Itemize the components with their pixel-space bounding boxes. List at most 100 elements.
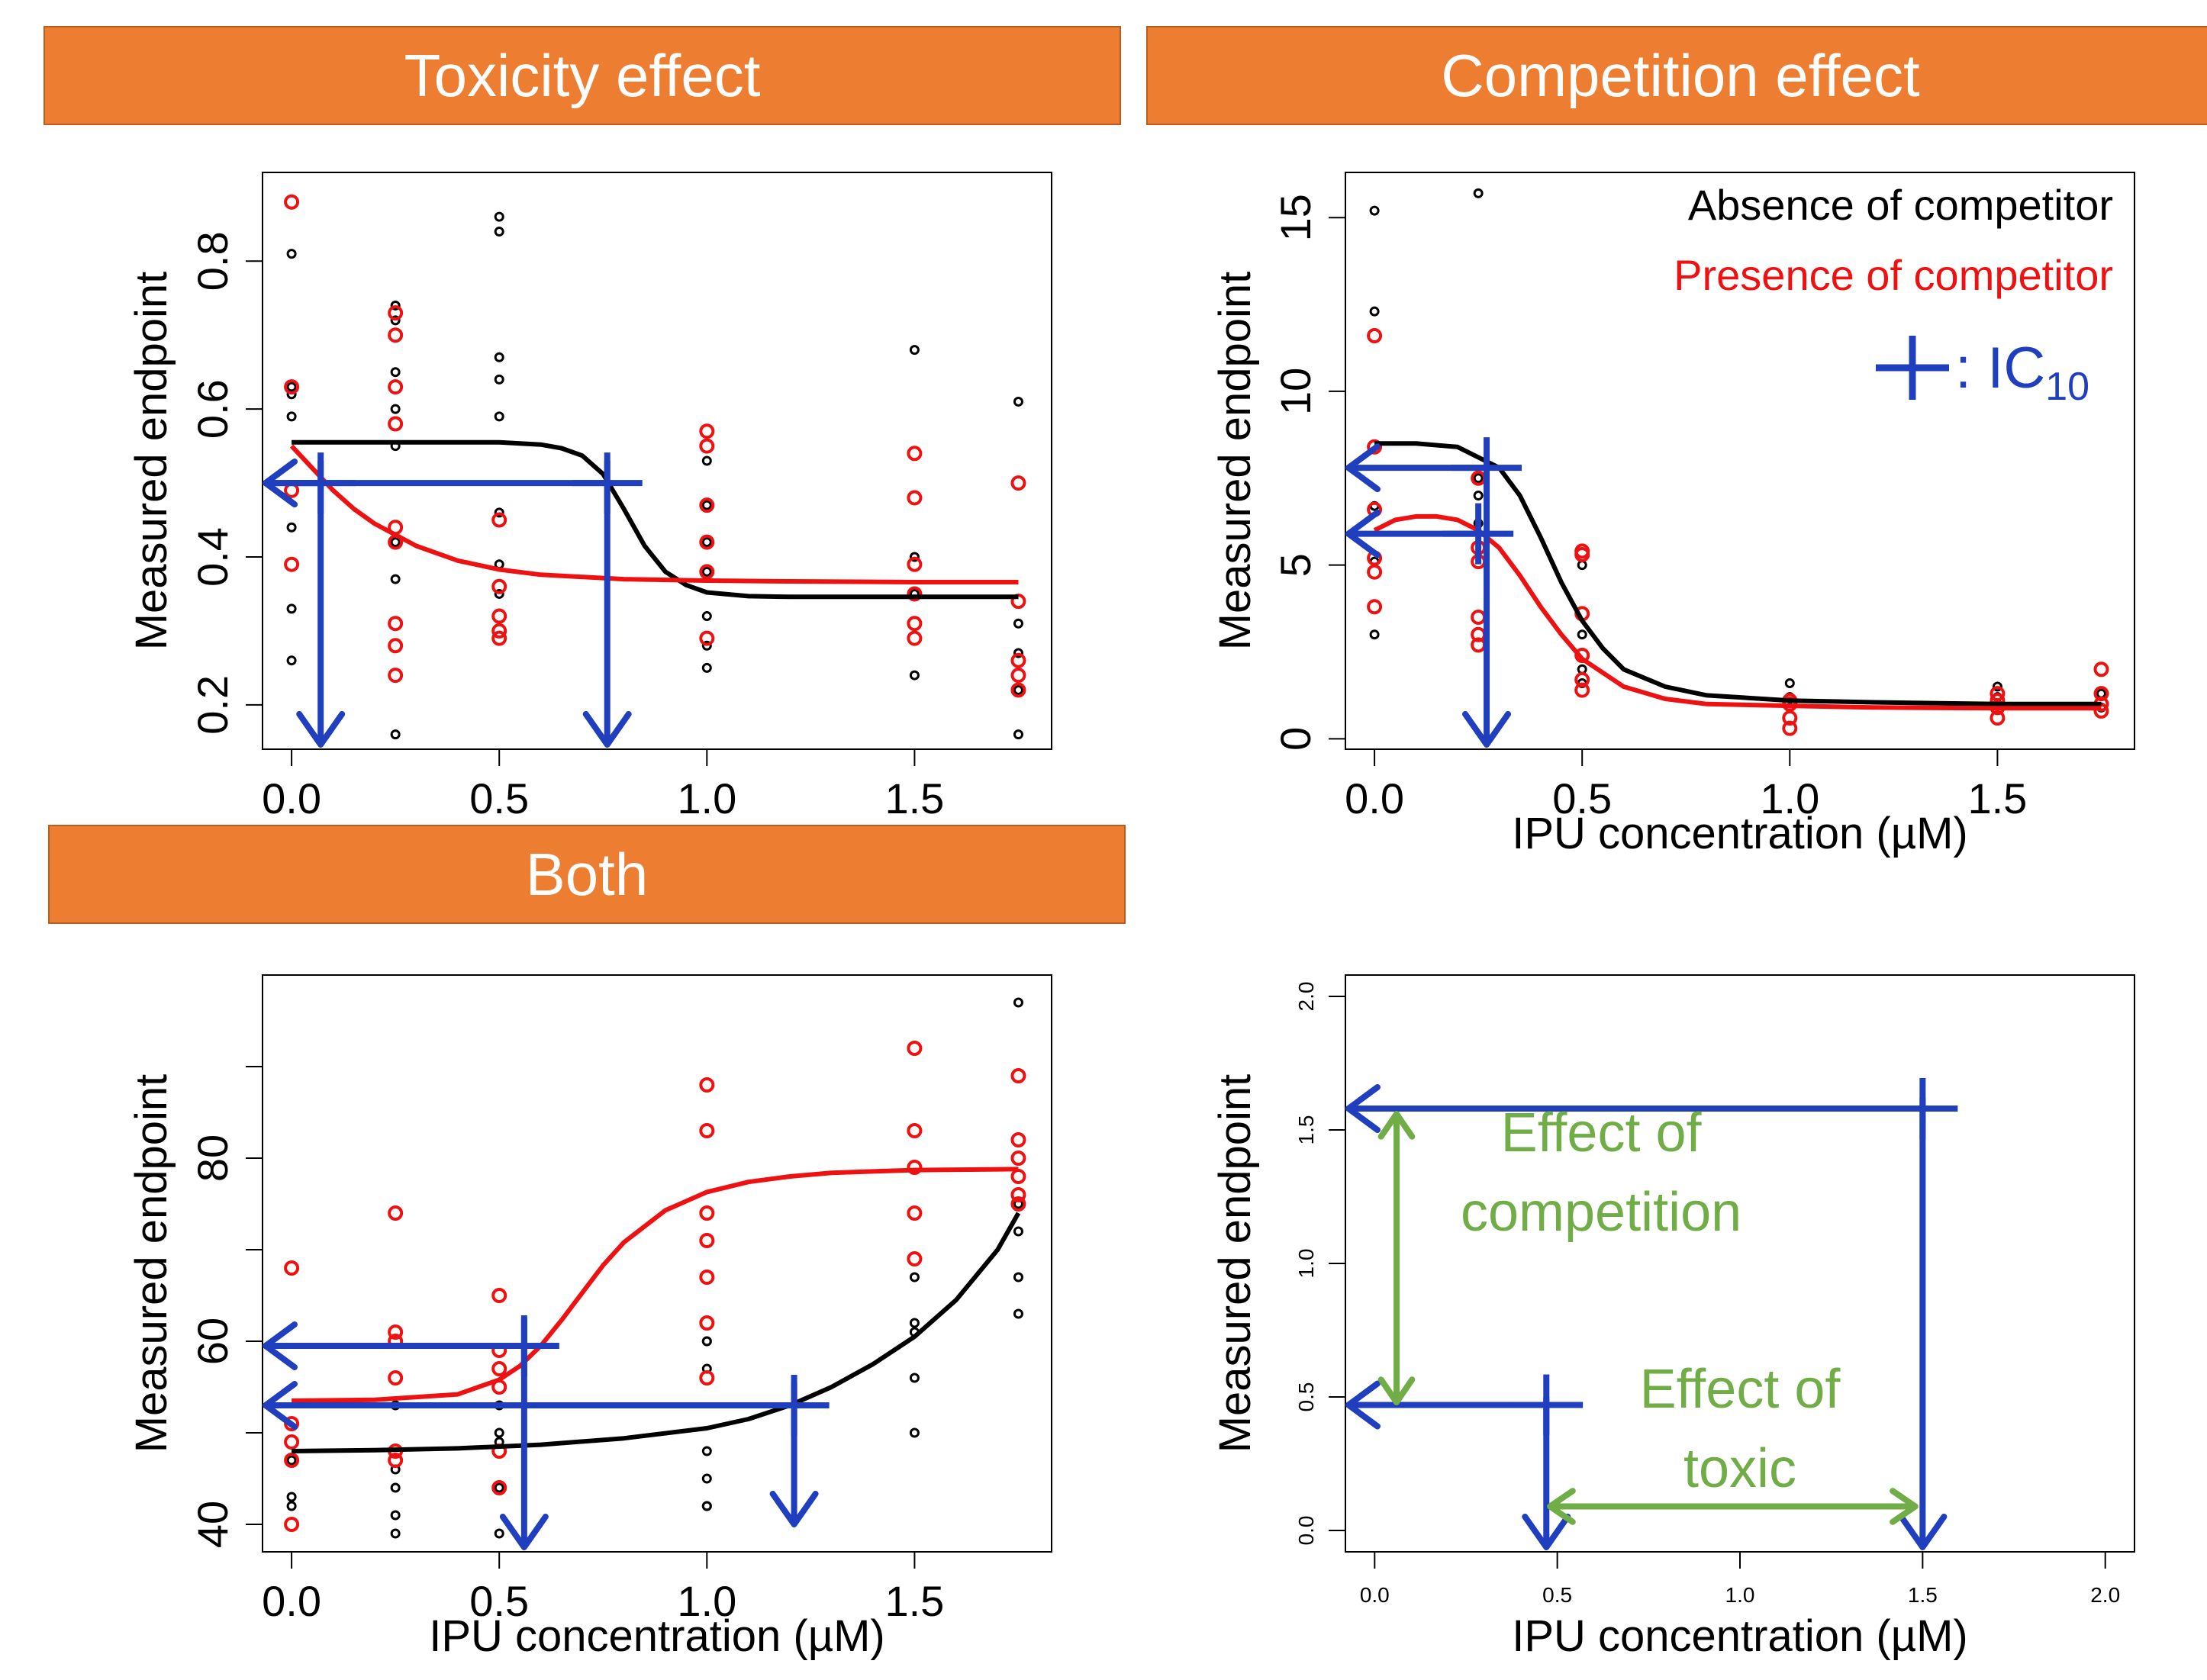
y-tick-label: 60 <box>188 1318 237 1365</box>
absence-point <box>1013 1272 1023 1283</box>
presence-point <box>1367 328 1383 344</box>
absence-point <box>909 670 920 681</box>
absence-point <box>494 211 504 222</box>
y-tick-label: 0.5 <box>1294 1382 1318 1412</box>
arrow-head <box>263 1321 298 1370</box>
presence-point <box>491 1361 507 1376</box>
arrow-head <box>1522 1514 1571 1550</box>
presence-point <box>388 638 404 654</box>
absence-point <box>1473 491 1484 501</box>
presence-point <box>699 1370 715 1386</box>
absence-fit-curve <box>292 1212 1021 1453</box>
absence-point <box>1784 677 1795 688</box>
absence-point <box>701 662 712 673</box>
presence-point <box>491 1480 507 1495</box>
y-tick-label: 0.4 <box>188 527 237 587</box>
absence-point <box>286 1455 297 1466</box>
x-tick-label: 0.0 <box>262 1577 321 1625</box>
banner-label: Toxicity effect <box>404 41 761 109</box>
presence-point <box>1990 710 2006 726</box>
absence-point <box>1013 396 1023 407</box>
x-tick-label: 0.0 <box>262 774 321 822</box>
y-axis-label: Measured endpoint <box>1210 272 1260 651</box>
absence-point <box>390 1510 401 1521</box>
absence-point <box>494 352 504 362</box>
absence-point <box>909 1272 920 1283</box>
absence-point <box>909 552 920 562</box>
arrow-head <box>1377 1111 1416 1140</box>
absence-point <box>1013 684 1023 695</box>
presence-point <box>284 1434 300 1450</box>
presence-point <box>699 1205 715 1221</box>
y-axis-label: Measured endpoint <box>127 272 176 651</box>
arrow-head <box>1377 1376 1416 1405</box>
y-tick-label: 0.8 <box>188 231 237 291</box>
x-tick-label: 1.0 <box>677 774 736 822</box>
arrow-head <box>1890 1488 1919 1525</box>
presence-point <box>388 416 404 432</box>
ic10-mark <box>1443 503 1514 565</box>
y-tick-label: 1.5 <box>1294 1115 1318 1145</box>
x-tick-label: 0.5 <box>1542 1583 1572 1607</box>
presence-point <box>491 1288 507 1303</box>
absence-point <box>390 315 401 326</box>
x-axis-label: IPU concentration (µM) <box>429 1611 885 1661</box>
presence-point <box>388 1205 404 1221</box>
absence-point <box>909 1373 920 1383</box>
presence-fit-curve <box>1373 513 2102 711</box>
effect-label: toxic <box>1683 1438 1796 1499</box>
presence-point <box>388 616 404 632</box>
absence-point <box>286 1501 297 1511</box>
arrow-head <box>1345 443 1381 493</box>
presence-point <box>1010 475 1026 491</box>
presence-point <box>1010 682 1026 698</box>
presence-point <box>1010 1132 1026 1147</box>
absence-point <box>390 729 401 740</box>
presence-point <box>491 512 507 528</box>
absence-point <box>909 345 920 356</box>
absence-point <box>390 537 401 548</box>
absence-point <box>1577 664 1587 674</box>
presence-point <box>2093 686 2109 702</box>
presence-point <box>388 327 404 343</box>
ic10-mark <box>488 1315 559 1376</box>
presence-point <box>388 305 404 321</box>
y-tick-label: 10 <box>1271 368 1319 415</box>
absence-point <box>286 603 297 614</box>
banner-label: Competition effect <box>1441 41 1920 109</box>
x-tick-label: 1.5 <box>884 1577 944 1625</box>
absence-point <box>286 381 297 392</box>
arrow-head <box>582 711 632 748</box>
toxicity-effect-banner: Toxicity effect <box>43 26 1121 125</box>
both-chart: 0.0 0.5 1.0 1.5 40 60 80 IPU concentration (µM)… <box>127 974 1052 1661</box>
presence-point <box>907 1251 923 1266</box>
absence-point <box>390 404 401 414</box>
absence-point <box>1577 629 1587 640</box>
presence-point <box>1010 1068 1026 1083</box>
presence-point <box>1782 720 1798 736</box>
absence-point <box>1013 618 1023 629</box>
presence-point <box>699 630 715 646</box>
plot-frame <box>262 172 1052 750</box>
absence-point <box>494 507 504 518</box>
absence-point <box>1013 997 1023 1008</box>
presence-point <box>699 1233 715 1248</box>
presence-point <box>699 438 715 454</box>
absence-point <box>2096 688 2106 699</box>
absence-point <box>494 1528 504 1539</box>
presence-point <box>1367 564 1383 580</box>
ic10-mark <box>759 1375 830 1436</box>
x-axis-label: IPU concentration (µM) <box>1512 809 1968 858</box>
presence-point <box>491 608 507 624</box>
presence-point <box>1010 1196 1026 1212</box>
arrow-head <box>296 711 346 748</box>
ic10-mark <box>1451 437 1522 499</box>
absence-point <box>390 574 401 584</box>
absence-point <box>701 1473 712 1484</box>
presence-point <box>1471 609 1487 625</box>
absence-point <box>390 1482 401 1493</box>
absence-fit-curve <box>1374 441 2102 706</box>
absence-point <box>494 374 504 385</box>
